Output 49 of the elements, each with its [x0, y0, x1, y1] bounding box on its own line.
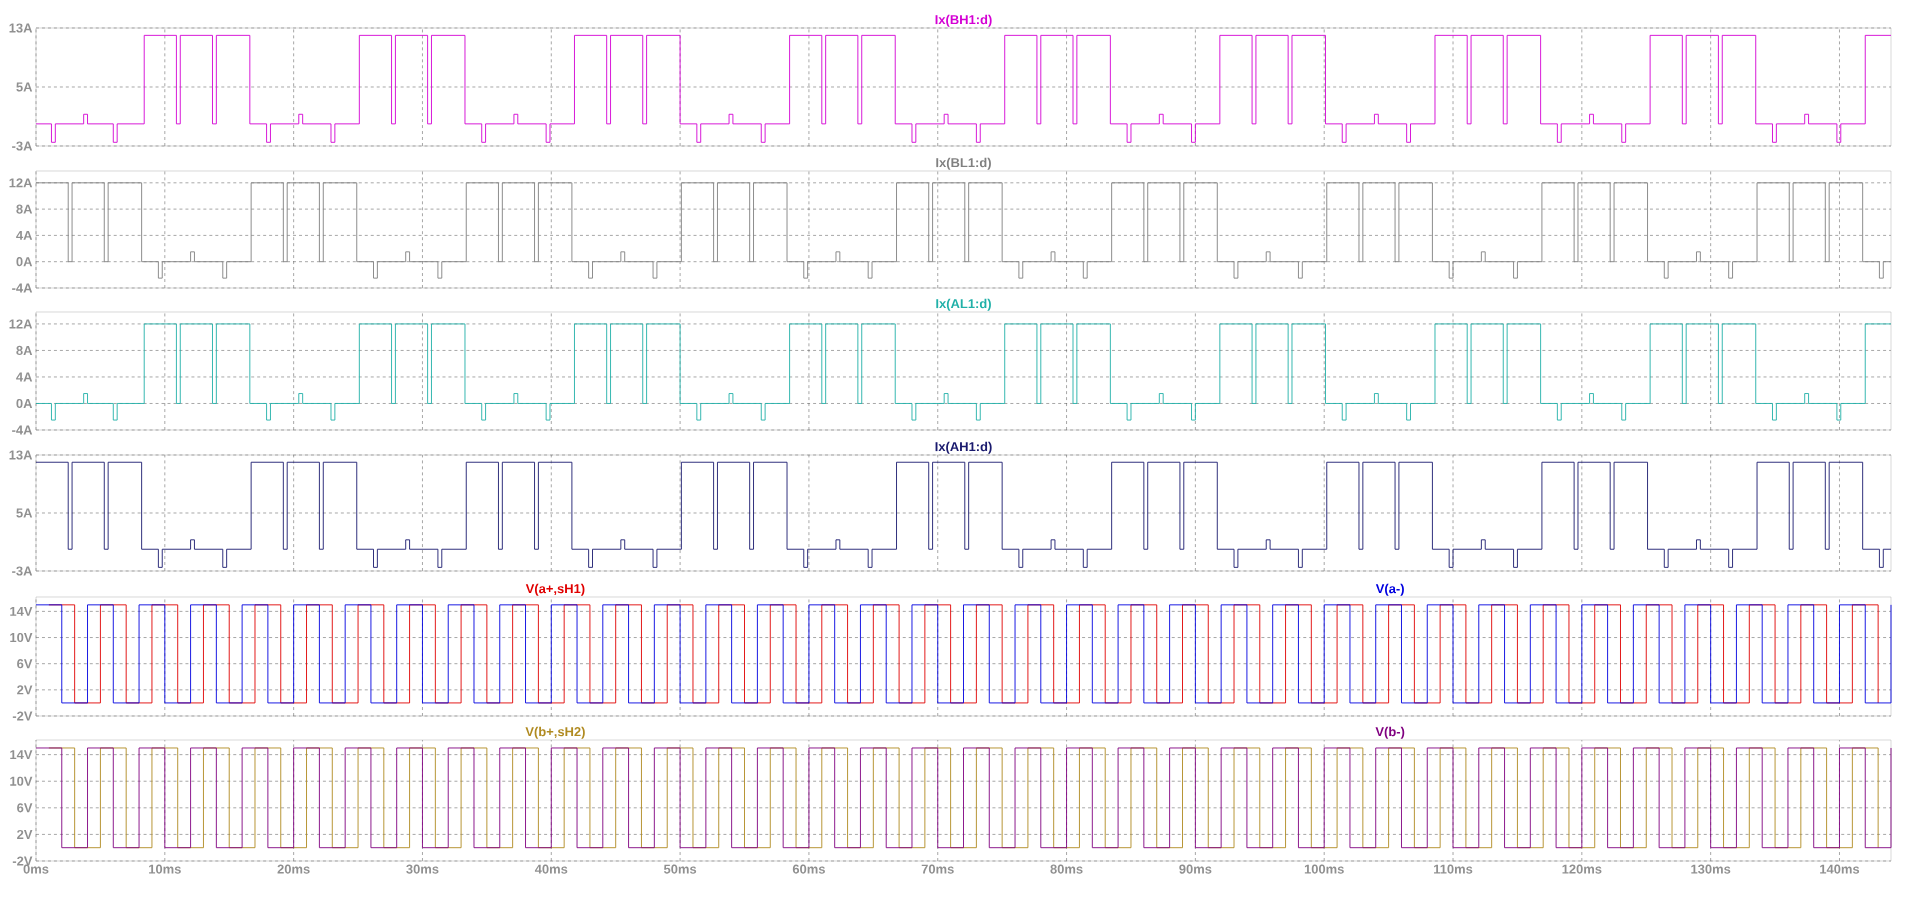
series-label: Ix(AH1:d) — [935, 441, 992, 454]
series-label: V(a-) — [1375, 583, 1404, 596]
y-tick-label: 8A — [16, 345, 33, 356]
x-tick-label: 20ms — [277, 864, 310, 874]
x-tick-label: 140ms — [1820, 864, 1860, 874]
y-tick-label: 10V — [10, 632, 33, 643]
series-label: Ix(AL1:d) — [936, 298, 991, 311]
y-tick-label: -4A — [12, 425, 33, 435]
y-tick-label: 10V — [10, 776, 33, 786]
x-tick-label: 0ms — [23, 864, 49, 874]
x-tick-label: 50ms — [663, 864, 697, 874]
series-label: V(b+,sH2) — [525, 726, 585, 739]
y-tick-label: 0A — [16, 398, 33, 409]
series-label: V(b-) — [1375, 726, 1405, 739]
x-tick-label: 130ms — [1691, 864, 1731, 874]
y-tick-label: 2V — [17, 685, 33, 695]
y-tick-label: 13A — [9, 450, 33, 460]
y-tick-label: -2V — [12, 711, 33, 721]
y-tick-label: 12A — [9, 319, 33, 329]
y-tick-label: 14V — [10, 606, 33, 616]
y-tick-label: 5A — [16, 508, 33, 518]
x-tick-label: 60ms — [792, 864, 825, 874]
y-tick-label: -4A — [12, 283, 33, 293]
x-tick-label: 100ms — [1304, 864, 1344, 874]
y-tick-label: 14V — [10, 750, 33, 760]
y-tick-label: -2V — [12, 856, 33, 866]
x-tick-label: 110ms — [1434, 864, 1473, 874]
y-tick-label: 5A — [16, 82, 33, 92]
x-tick-label: 40ms — [534, 864, 568, 874]
y-tick-label: 2V — [17, 829, 33, 839]
x-tick-label: 30ms — [406, 864, 439, 874]
y-tick-label: 13A — [9, 23, 33, 33]
y-tick-label: 12A — [9, 178, 33, 188]
series-label: Ix(BL1:d) — [936, 157, 991, 170]
x-tick-label: 90ms — [1179, 864, 1212, 874]
y-tick-label: 0A — [16, 257, 33, 267]
y-tick-label: 4A — [16, 230, 33, 240]
x-tick-label: 80ms — [1050, 864, 1083, 874]
y-tick-label: 4A — [16, 372, 33, 382]
series-label: V(a+,sH1) — [525, 583, 585, 596]
y-tick-label: -3A — [12, 566, 33, 576]
x-tick-label: 70ms — [921, 864, 954, 874]
y-tick-label: 6V — [17, 659, 33, 669]
x-tick-label: 120ms — [1562, 864, 1602, 874]
series-label: Ix(BH1:d) — [935, 14, 992, 27]
y-tick-label: 6V — [17, 803, 33, 813]
y-tick-label: 8A — [16, 204, 33, 214]
y-tick-label: -3A — [12, 141, 33, 151]
x-tick-label: 10ms — [149, 864, 181, 874]
